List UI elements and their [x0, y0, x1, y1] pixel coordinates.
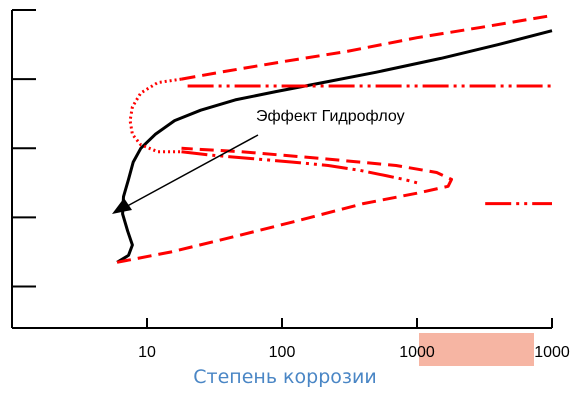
series-4-dash-dot-dot-line — [181, 150, 418, 185]
x-tick-labels: 10 100 1000 1000 — [138, 344, 570, 361]
series-0-solid-line — [116, 29, 553, 264]
axes — [11, 9, 553, 329]
x-tick-label-2: 1000 — [399, 344, 435, 361]
series-2-dashed-line — [181, 14, 553, 81]
series-3-dotted-line — [128, 77, 182, 154]
highlight-box — [419, 333, 534, 366]
x-axis-title: Степень коррозии — [193, 366, 377, 388]
annotation-arrow-line — [119, 134, 259, 211]
x-tick-label-3: 1000 — [534, 344, 570, 361]
annotation-label: Эффект Гидрофлоу — [256, 108, 405, 125]
x-tick-label-1: 100 — [269, 344, 296, 361]
series-1-dashed-line — [116, 146, 453, 264]
series-layer — [116, 14, 553, 264]
x-tick-label-0: 10 — [138, 344, 156, 361]
annotation-arrowhead — [112, 198, 132, 214]
